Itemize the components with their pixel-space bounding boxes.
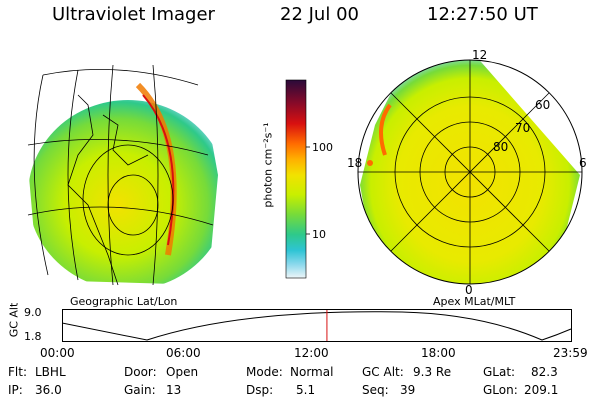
seq-value: 39 [400, 383, 416, 397]
gain-value: 13 [166, 383, 182, 397]
altitude-xtick-23-59: 23:59 [553, 346, 588, 360]
instrument-title: Ultraviolet Imager [52, 4, 215, 25]
observation-date: 22 Jul 00 [280, 4, 359, 25]
mode-label: Mode: [246, 365, 283, 379]
altitude-ylabel: GC Alt [7, 302, 21, 338]
glon-label: GLon: [483, 383, 518, 397]
glat-value: 82.3 [531, 365, 558, 379]
altitude-plot-frame [62, 309, 572, 342]
altitude-ytick-1-8: 1.8 [24, 330, 42, 343]
geographic-image [27, 64, 218, 286]
seq-label: Seq: [362, 383, 389, 397]
observation-time: 12:27:50 UT [427, 4, 538, 25]
door-label: Door: [124, 365, 157, 379]
mlt-label-12: 12 [472, 48, 487, 62]
colorbar: 100 10 [285, 79, 333, 279]
polar-panel-label: Apex MLat/MLT [433, 295, 516, 308]
altitude-curve [62, 311, 572, 341]
flt-value: LBHL [35, 365, 66, 379]
mlat-label-80: 80 [493, 140, 508, 154]
colorbar-tick-10: 10 [312, 228, 326, 241]
mlat-label-70: 70 [515, 121, 530, 135]
mode-value: Normal [290, 365, 334, 379]
mlat-label-60: 60 [535, 98, 550, 112]
mlt-label-18: 18 [347, 156, 362, 170]
mlt-label-0: 0 [465, 283, 473, 295]
gain-label: Gain: [124, 383, 156, 397]
altitude-xtick-18-00: 18:00 [421, 346, 456, 360]
gcalt-label: GC Alt: [362, 365, 404, 379]
altitude-xtick-00-00: 00:00 [40, 346, 75, 360]
colorbar-unit-label: photon cm⁻²s⁻¹ [261, 122, 275, 208]
gcalt-value: 9.3 Re [413, 365, 452, 379]
geo-panel-label: Geographic Lat/Lon [70, 295, 178, 308]
altitude-plot [62, 309, 572, 342]
altitude-xtick-12-00: 12:00 [294, 346, 329, 360]
mlt-label-6: 6 [579, 156, 587, 170]
colorbar-scale [285, 79, 307, 279]
flt-label: Flt: [8, 365, 27, 379]
dsp-label: Dsp: [246, 383, 274, 397]
dsp-value: 5.1 [296, 383, 316, 397]
glat-label: GLat: [483, 365, 516, 379]
colorbar-tick-100: 100 [312, 141, 333, 154]
ip-label: IP: [8, 383, 23, 397]
ip-value: 36.0 [35, 383, 62, 397]
altitude-ytick-9-0: 9.0 [24, 306, 42, 319]
door-value: Open [166, 365, 199, 379]
glon-value: 209.1 [524, 383, 559, 397]
altitude-xtick-06-00: 06:00 [166, 346, 201, 360]
polar-image: 12 18 6 0 60 70 80 [347, 48, 587, 295]
